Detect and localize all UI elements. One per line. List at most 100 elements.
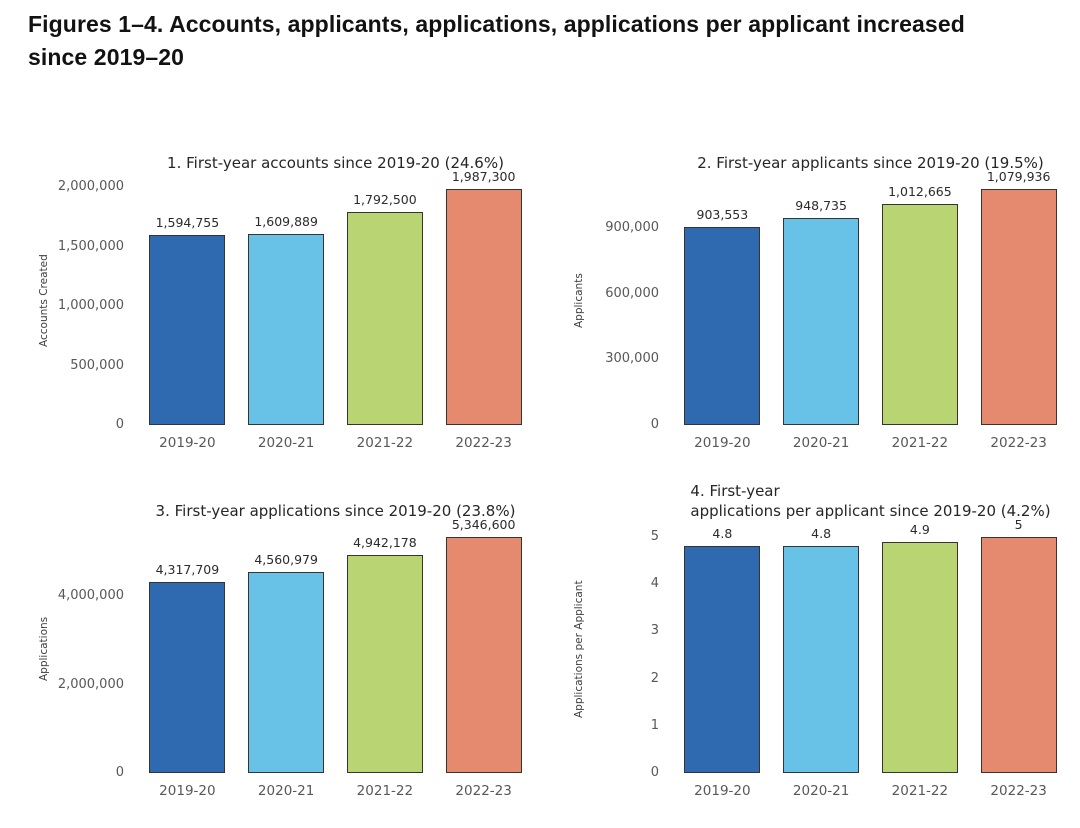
bar-value-label: 1,987,300 <box>451 168 516 184</box>
x-tick-label: 2021-22 <box>356 783 414 799</box>
bar-2019-20 <box>684 546 761 773</box>
bar-slot: 4,560,979 <box>237 525 336 773</box>
x-tick-label: 2022-23 <box>990 783 1047 799</box>
y-tick-label: 0 <box>650 417 659 432</box>
bar-slot: 5 <box>969 517 1068 773</box>
bar-slot: 1,792,500 <box>336 177 435 425</box>
chart-title: 4. First-year applications per applicant … <box>673 481 1068 521</box>
chart-first-year-applicants: 2. First-year applicants since 2019-20 (… <box>555 140 1080 480</box>
y-axis-ticks: 0 1 2 3 4 5 <box>555 525 659 780</box>
bar-slot: 903,553 <box>673 177 772 425</box>
bar-slot: 4.8 <box>673 525 772 773</box>
chart-title: 2. First-year applicants since 2019-20 (… <box>673 153 1068 173</box>
y-tick-label: 0 <box>115 417 124 432</box>
bar-value-label: 5 <box>1014 516 1023 532</box>
bar-value-label: 4,560,979 <box>254 551 318 567</box>
bar-slot: 4,317,709 <box>138 525 237 773</box>
bar-slot: 1,079,936 <box>969 169 1068 425</box>
x-tick-label: 2019-20 <box>694 435 751 451</box>
bar-value-label: 4.8 <box>811 526 832 542</box>
bar-value-label: 1,012,665 <box>888 183 952 199</box>
bar-value-label: 4,942,178 <box>353 534 417 550</box>
x-tick-label: 2021-22 <box>356 435 414 451</box>
chart-title-text: 4. First-year applications per applicant … <box>690 481 1050 521</box>
y-tick-label: 1,500,000 <box>57 238 124 254</box>
x-tick-label: 2019-20 <box>159 435 216 451</box>
bar-slot: 5,346,600 <box>434 517 533 773</box>
x-tick-label: 2019-20 <box>159 783 216 799</box>
y-tick-label: 0 <box>650 765 659 780</box>
chart-title-line: 4. First-year <box>690 482 780 500</box>
bar-value-label: 948,735 <box>795 197 847 213</box>
y-tick-label: 300,000 <box>605 351 659 367</box>
bar-value-label: 1,792,500 <box>353 191 417 207</box>
bar-value-label: 1,079,936 <box>986 168 1051 184</box>
bar-value-label: 4.9 <box>909 521 930 537</box>
x-tick-label: 2019-20 <box>694 783 751 799</box>
y-axis-ticks: 0 500,000 1,000,000 1,500,000 2,000,000 <box>20 177 124 432</box>
bar-2020-21 <box>783 217 860 425</box>
x-tick-label: 2022-23 <box>455 783 512 799</box>
y-tick-label: 1 <box>650 717 659 733</box>
chart-applications-per-applicant: 4. First-year applications per applicant … <box>555 482 1080 828</box>
bar-value-label: 1,594,755 <box>155 215 220 231</box>
y-axis-ticks: 0 300,000 600,000 900,000 <box>555 177 659 432</box>
chart-title: 3. First-year applications since 2019-20… <box>138 501 533 521</box>
bar-2022-23 <box>445 536 522 773</box>
x-axis-labels: 2019-20 2020-21 2021-22 2022-23 <box>673 435 1068 451</box>
y-tick-label: 2,000,000 <box>57 676 124 692</box>
figure-headline-line1: Figures 1–4. Accounts, applicants, appli… <box>28 11 965 37</box>
plot-area: 4,317,709 4,560,979 4,942,178 5,346,600 <box>138 517 533 773</box>
y-tick-label: 1,000,000 <box>57 298 124 314</box>
x-tick-label: 2020-21 <box>257 435 315 451</box>
bar-slot: 948,735 <box>772 177 871 425</box>
x-tick-label: 2020-21 <box>792 783 850 799</box>
bar-2021-22 <box>346 554 423 773</box>
bar-2020-21 <box>248 571 325 773</box>
bar-slot: 1,609,889 <box>237 177 336 425</box>
plot-area: 4.8 4.8 4.9 5 <box>673 517 1068 773</box>
bar-value-label: 4.8 <box>712 526 733 542</box>
x-tick-label: 2020-21 <box>792 435 850 451</box>
bar-2019-20 <box>149 582 226 773</box>
bar-slot: 1,012,665 <box>871 177 970 425</box>
y-tick-label: 3 <box>650 623 659 639</box>
bar-2019-20 <box>149 235 226 425</box>
bar-slot: 1,987,300 <box>434 169 533 425</box>
bar-2022-23 <box>445 188 522 425</box>
y-tick-label: 0 <box>115 765 124 780</box>
bar-2020-21 <box>248 233 325 425</box>
bar-slot: 4,942,178 <box>336 525 435 773</box>
bar-2020-21 <box>783 546 860 773</box>
x-tick-label: 2022-23 <box>455 435 512 451</box>
chart-title: 1. First-year accounts since 2019-20 (24… <box>138 153 533 173</box>
x-tick-label: 2022-23 <box>990 435 1047 451</box>
chart-title-line: 1. First-year accounts since 2019-20 (24… <box>167 154 504 172</box>
bar-2022-23 <box>980 536 1057 773</box>
bar-value-label: 1,609,889 <box>254 213 318 229</box>
chart-title-text: 1. First-year accounts since 2019-20 (24… <box>167 153 504 173</box>
y-tick-label: 900,000 <box>605 220 659 236</box>
y-axis-ticks: 0 2,000,000 4,000,000 <box>20 525 124 780</box>
y-tick-label: 600,000 <box>605 285 659 301</box>
chart-title-line: 2. First-year applicants since 2019-20 (… <box>697 154 1044 172</box>
x-tick-label: 2021-22 <box>891 783 949 799</box>
x-tick-label: 2021-22 <box>891 435 949 451</box>
chart-title-line: 3. First-year applications since 2019-20… <box>155 502 516 520</box>
plot-area: 1,594,755 1,609,889 1,792,500 1,987,300 <box>138 169 533 425</box>
bar-2019-20 <box>684 227 761 425</box>
x-axis-labels: 2019-20 2020-21 2021-22 2022-23 <box>138 435 533 451</box>
x-tick-label: 2020-21 <box>257 783 315 799</box>
chart-title-text: 2. First-year applicants since 2019-20 (… <box>697 153 1044 173</box>
chart-first-year-applications: 3. First-year applications since 2019-20… <box>20 488 545 828</box>
bar-slot: 4.9 <box>871 521 970 773</box>
figure-headline-line2: since 2019–20 <box>28 44 185 70</box>
bar-2021-22 <box>881 203 958 425</box>
y-tick-label: 4,000,000 <box>57 588 124 604</box>
bar-value-label: 903,553 <box>696 207 749 223</box>
y-tick-label: 500,000 <box>70 357 124 373</box>
figure-headline: Figures 1–4. Accounts, applicants, appli… <box>28 8 1058 74</box>
y-tick-label: 5 <box>650 528 659 544</box>
x-axis-labels: 2019-20 2020-21 2021-22 2022-23 <box>138 783 533 799</box>
